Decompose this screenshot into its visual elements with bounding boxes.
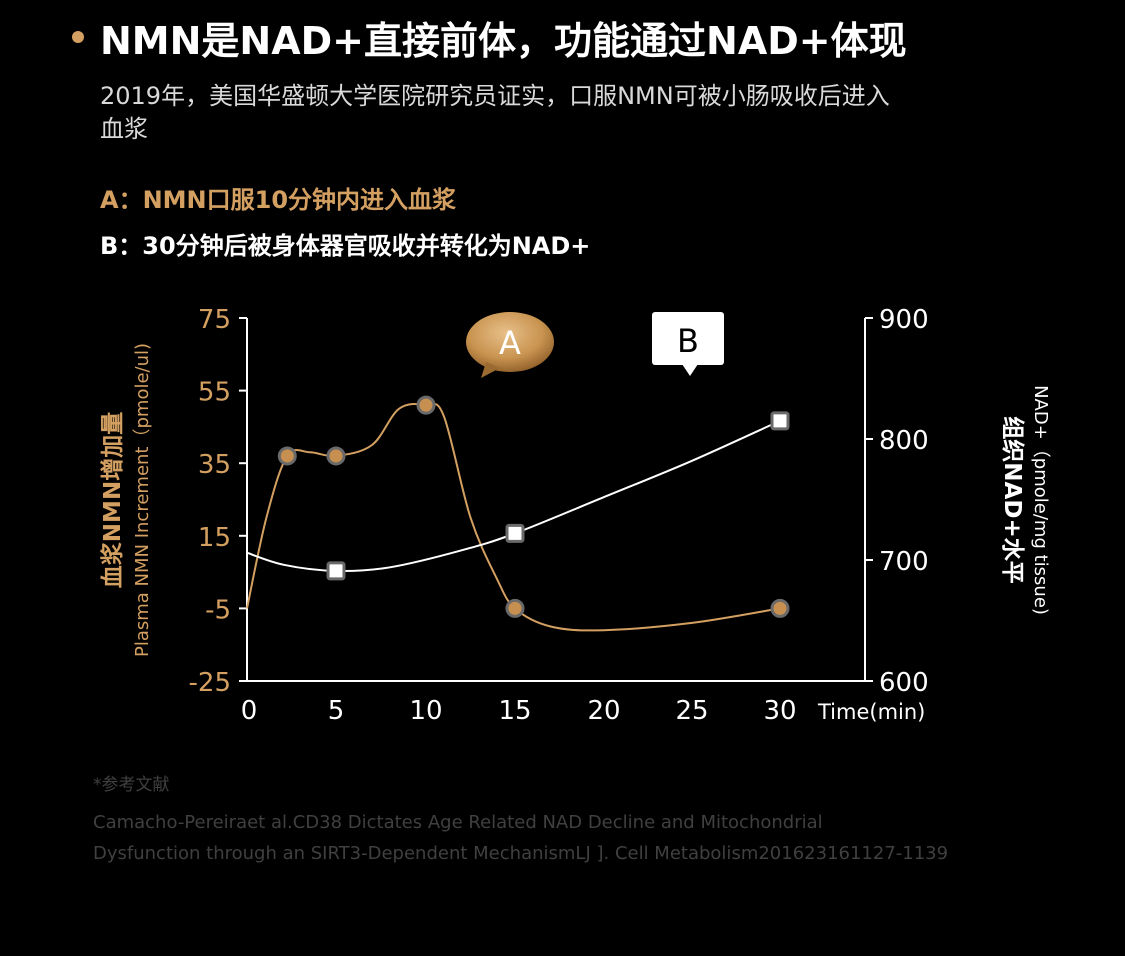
intro-line-2: 血浆 (100, 115, 148, 143)
references: *参考文献 Camacho-Pereiraet al.CD38 Dictates… (93, 770, 1093, 869)
note-b: B：30分钟后被身体器官吸收并转化为NAD+ (100, 232, 591, 260)
data-point-left (770, 598, 790, 618)
left-axis-title-en: Plasma NMN Increment（pmole/ul) (132, 343, 153, 657)
left-y-tick-label: 15 (198, 523, 231, 553)
right-y-tick-label: 600 (879, 668, 929, 698)
data-point-left (416, 395, 436, 415)
series-line-right (246, 419, 781, 572)
callout-b-tail (682, 364, 698, 376)
x-tick-label: 30 (763, 696, 796, 726)
callout-b-box (652, 312, 724, 365)
page-title: NMN是NAD+直接前体，功能通过NAD+体现 (100, 18, 907, 63)
note-a: A：NMN口服10分钟内进入血浆 (100, 186, 457, 214)
x-tick-label: 10 (409, 696, 442, 726)
data-point-left (505, 598, 525, 618)
data-point-right (505, 523, 525, 543)
title-bullet-icon (72, 31, 84, 43)
x-tick-label: 15 (498, 696, 531, 726)
intro-line-1: 2019年，美国华盛顿大学医院研究员证实，口服NMN可被小肠吸收后进入 (100, 82, 890, 110)
right-axis-title-group: 组织NAD+水平 NAD+（pmole/mg tissue) (999, 385, 1051, 615)
right-axis-title-en: NAD+（pmole/mg tissue) (1030, 385, 1051, 615)
data-point-left (277, 446, 297, 466)
callout-a-bubble (466, 312, 554, 372)
data-point-right (326, 561, 346, 581)
data-point-right (770, 411, 790, 431)
x-axis-title: Time(min) (817, 700, 925, 724)
reference-line-1: Camacho-Pereiraet al.CD38 Dictates Age R… (93, 812, 823, 833)
right-y-tick-label: 800 (879, 426, 929, 456)
x-tick-label: 25 (675, 696, 708, 726)
x-tick-label: 20 (587, 696, 620, 726)
header: NMN是NAD+直接前体，功能通过NAD+体现 (72, 8, 1112, 66)
x-tick-label: 5 (328, 696, 345, 726)
reference-line-2: Dysfunction through an SIRT3-Dependent M… (93, 843, 949, 864)
right-axis-title-cn: 组织NAD+水平 (999, 416, 1026, 583)
callout-a-label: A (499, 324, 521, 362)
left-y-tick-label: 55 (198, 378, 231, 408)
left-y-tick-label: 75 (198, 305, 231, 335)
data-point-left (326, 446, 346, 466)
left-axis-title-cn: 血浆NMN增加量 (99, 412, 126, 588)
right-y-tick-label: 900 (879, 305, 929, 335)
callout-a-tail (481, 362, 500, 378)
x-tick-label: 0 (241, 696, 258, 726)
title-row: NMN是NAD+直接前体，功能通过NAD+体现 (72, 8, 1112, 66)
left-axis-title-group: 血浆NMN增加量 Plasma NMN Increment（pmole/ul) (99, 343, 153, 657)
callout-b-label: B (677, 322, 699, 360)
left-y-tick-label: -5 (205, 595, 231, 625)
series-line-left (246, 402, 781, 632)
left-y-tick-label: -25 (189, 668, 231, 698)
references-title: *参考文献 (93, 775, 170, 795)
right-y-tick-label: 700 (879, 547, 929, 577)
intro-text: 2019年，美国华盛顿大学医院研究员证实，口服NMN可被小肠吸收后进入 血浆 (100, 80, 1000, 146)
left-y-tick-label: 35 (198, 450, 231, 480)
